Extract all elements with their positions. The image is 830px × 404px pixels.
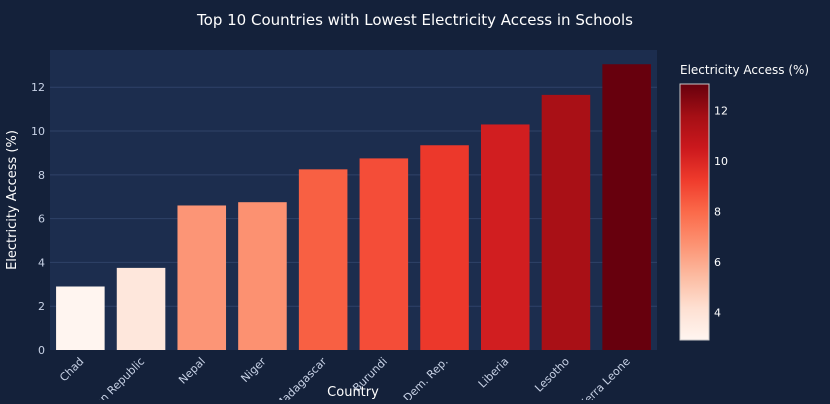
x-tick-label: Dem. Rep. [401, 355, 451, 400]
colorbar-tick-label: 8 [714, 205, 721, 218]
bar-lesotho[interactable] [541, 94, 591, 351]
colorbar-tick-label: 10 [714, 155, 728, 168]
chart-title: Top 10 Countries with Lowest Electricity… [196, 11, 633, 29]
y-axis-title: Electricity Access (%) [5, 130, 20, 270]
x-axis-title: Country [327, 385, 379, 400]
x-tick-label: Liberia [476, 355, 512, 391]
x-tick-label: Nepal [176, 355, 208, 387]
x-tick-label: Madagascar [273, 355, 330, 400]
y-tick-label: 4 [38, 256, 45, 269]
bar-burundi[interactable] [359, 158, 409, 350]
colorbar-ticks: 4 6 8 10 12 [714, 104, 728, 319]
colorbar-title: Electricity Access (%) [680, 63, 809, 77]
y-tick-label: 6 [38, 213, 45, 226]
y-tick-label: 2 [38, 300, 45, 313]
colorbar [679, 83, 710, 341]
x-tick-label: Chad [57, 355, 86, 384]
y-tick-label: 8 [38, 169, 45, 182]
bar-madagascar[interactable] [298, 169, 348, 350]
bar-sierra-leone[interactable] [602, 64, 651, 350]
bar-niger[interactable] [238, 202, 287, 350]
y-tick-label: 12 [31, 81, 45, 94]
bar-liberia[interactable] [480, 124, 530, 351]
bar-chad[interactable] [56, 286, 105, 350]
colorbar-tick-label: 12 [714, 104, 728, 117]
y-tick-label: 10 [31, 125, 45, 138]
bar-central-african-republic[interactable] [116, 267, 166, 350]
colorbar-tick-label: 6 [714, 256, 721, 269]
bar-dem-rep[interactable] [420, 145, 469, 350]
bar-nepal[interactable] [177, 205, 227, 350]
x-tick-label: Lesotho [532, 355, 572, 395]
x-tick-label: Sierra Leone [575, 355, 633, 400]
y-axis-ticks: 0 2 4 6 8 10 12 [31, 81, 45, 357]
x-tick-label: Niger [238, 355, 268, 385]
bars [56, 64, 651, 351]
x-tick-label: an Republic [93, 355, 148, 400]
colorbar-tick-label: 4 [714, 306, 721, 319]
y-tick-label: 0 [38, 344, 45, 357]
